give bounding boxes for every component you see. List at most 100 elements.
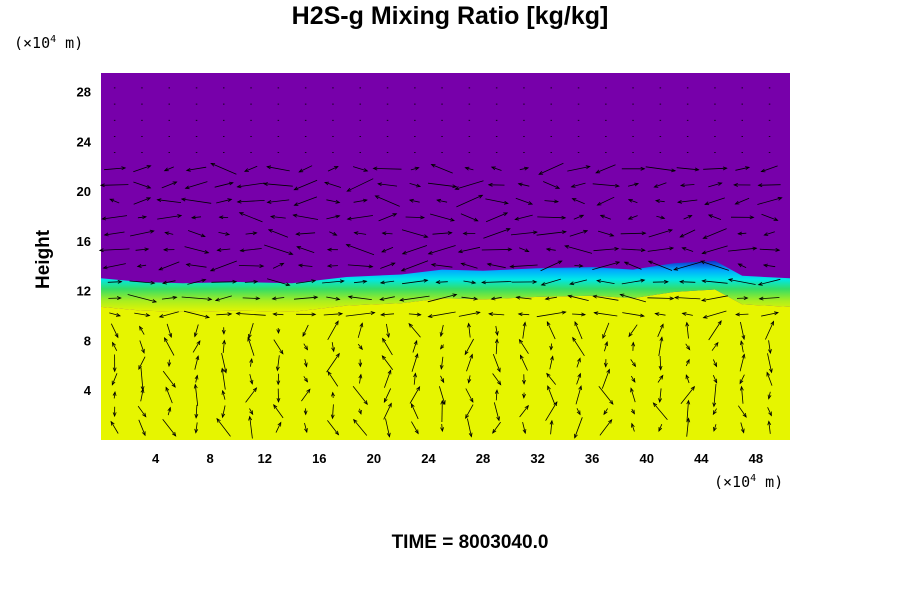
y-tick-label: 8: [84, 333, 91, 348]
velocity-vector: [409, 386, 420, 404]
velocity-arrowhead: [136, 264, 142, 268]
velocity-vector: [157, 199, 182, 203]
velocity-arrowhead: [252, 231, 258, 236]
velocity-vector: [676, 167, 699, 171]
velocity-vector: [138, 356, 146, 370]
velocity-arrowhead: [236, 199, 242, 204]
velocity-arrowhead: [200, 233, 206, 238]
velocity-vector: [410, 167, 419, 171]
velocity-vector: [544, 200, 559, 203]
velocity-vector: [139, 340, 145, 354]
velocity-vector: [621, 248, 645, 251]
velocity-vector: [597, 280, 615, 284]
y-tick-label: 20: [77, 184, 91, 199]
velocity-arrowhead: [216, 417, 221, 423]
x-tick-label: 4: [152, 451, 160, 466]
velocity-arrowhead: [653, 184, 659, 188]
velocity-arrowhead: [423, 278, 429, 283]
velocity-arrowhead: [416, 312, 422, 317]
velocity-arrowhead: [614, 183, 620, 188]
velocity-arrowhead: [214, 297, 220, 302]
velocity-arrowhead: [162, 247, 168, 252]
velocity-vector: [304, 359, 307, 367]
velocity-arrowhead: [338, 312, 344, 316]
velocity-vector: [489, 313, 505, 316]
velocity-vector: [655, 313, 666, 316]
velocity-arrowhead: [158, 314, 164, 318]
velocity-arrowhead: [631, 341, 636, 347]
velocity-arrowhead: [577, 372, 582, 378]
velocity-vector: [603, 408, 608, 415]
velocity-vector: [735, 166, 750, 171]
velocity-arrowhead: [163, 167, 169, 172]
velocity-vector: [322, 280, 344, 284]
velocity-arrowhead: [627, 215, 633, 220]
y-unit-exponent: 4: [50, 34, 57, 45]
velocity-arrowhead: [273, 404, 278, 409]
velocity-vector: [767, 353, 772, 373]
velocity-arrowhead: [767, 394, 772, 400]
velocity-arrowhead: [599, 214, 605, 219]
velocity-arrowhead: [387, 369, 392, 375]
velocity-arrowhead: [218, 215, 224, 220]
velocity-vector: [546, 321, 556, 340]
velocity-vector: [546, 248, 556, 251]
velocity-arrowhead: [509, 264, 515, 269]
velocity-vector: [768, 391, 771, 399]
velocity-arrowhead: [180, 197, 186, 202]
velocity-arrowhead: [737, 263, 743, 268]
velocity-arrowhead: [762, 263, 768, 268]
velocity-vector: [99, 248, 130, 251]
velocity-vector: [401, 260, 429, 272]
velocity-arrowhead: [627, 199, 633, 203]
velocity-arrowhead: [262, 182, 268, 186]
velocity-arrowhead: [773, 217, 779, 221]
velocity-vector: [357, 343, 363, 350]
velocity-arrowhead: [326, 263, 332, 268]
velocity-vector: [140, 367, 144, 391]
velocity-arrowhead: [440, 399, 445, 405]
velocity-arrowhead: [138, 365, 143, 371]
velocity-arrowhead: [690, 385, 696, 391]
velocity-vector: [766, 372, 773, 386]
velocity-arrowhead: [220, 367, 225, 373]
velocity-vector: [237, 200, 265, 203]
velocity-vector: [575, 385, 582, 405]
velocity-vector: [703, 310, 727, 319]
velocity-arrowhead: [414, 166, 420, 171]
velocity-arrowhead: [267, 229, 273, 233]
velocity-vector: [653, 402, 668, 420]
x-tick-label: 32: [530, 451, 544, 466]
velocity-arrowhead: [488, 312, 494, 316]
velocity-vector: [763, 264, 776, 268]
velocity-arrowhead: [640, 278, 646, 283]
velocity-vector: [413, 373, 416, 385]
velocity-vector: [758, 184, 781, 186]
velocity-vector: [492, 421, 501, 434]
velocity-arrowhead: [303, 410, 308, 416]
velocity-arrowhead: [581, 312, 587, 317]
velocity-arrowhead: [704, 201, 710, 206]
velocity-arrowhead: [238, 212, 244, 216]
velocity-arrowhead: [452, 293, 458, 298]
velocity-arrowhead: [522, 393, 526, 399]
velocity-arrowhead: [207, 297, 213, 301]
velocity-arrowhead: [311, 312, 317, 317]
velocity-arrowhead: [416, 386, 421, 391]
velocity-vector: [195, 404, 198, 418]
velocity-arrowhead: [475, 311, 481, 315]
velocity-vector: [296, 232, 316, 235]
velocity-arrowhead: [713, 378, 718, 384]
velocity-vector: [383, 388, 392, 403]
velocity-arrowhead: [770, 320, 775, 326]
velocity-arrowhead: [249, 379, 254, 385]
velocity-arrowhead: [685, 321, 690, 327]
velocity-arrowhead: [271, 296, 277, 301]
velocity-vector: [600, 215, 612, 220]
velocity-vector: [273, 313, 284, 316]
velocity-vector: [273, 404, 284, 419]
velocity-arrowhead: [775, 248, 781, 252]
velocity-arrowhead: [303, 362, 308, 368]
velocity-arrowhead: [757, 183, 763, 188]
